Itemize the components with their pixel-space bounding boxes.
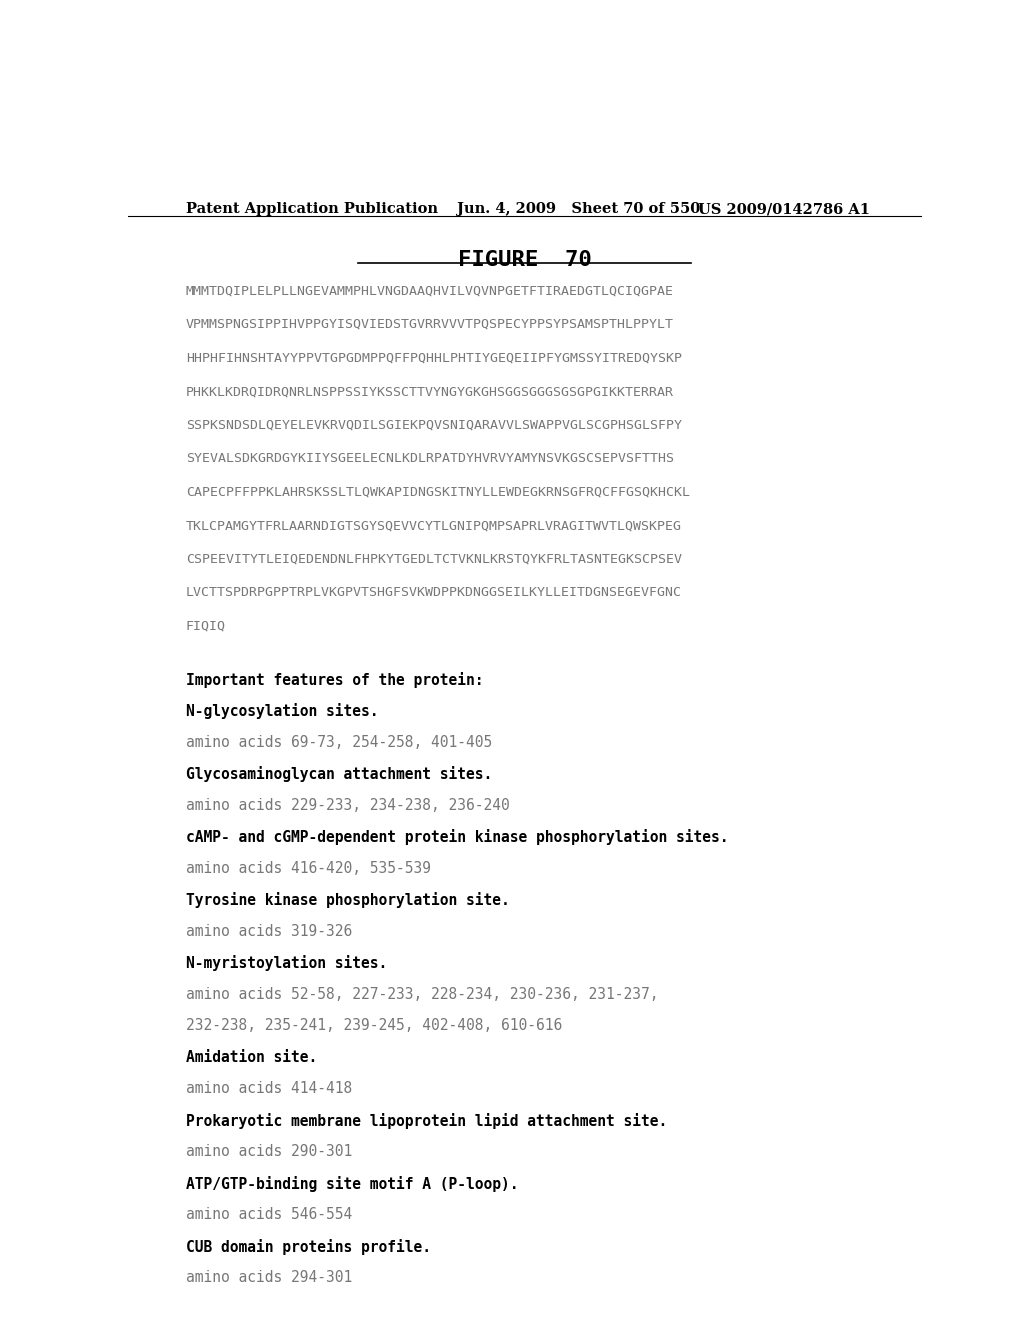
Text: VPMMSPNGSIPPIHVPPGYISQVIEDSTGVRRVVVTPQSPECYPPSYPSAMSPTHLPPYLT: VPMMSPNGSIPPIHVPPGYISQVIEDSTGVRRVVVTPQSP…	[186, 318, 674, 331]
Text: Important features of the protein:: Important features of the protein:	[186, 672, 483, 688]
Text: 232-238, 235-241, 239-245, 402-408, 610-616: 232-238, 235-241, 239-245, 402-408, 610-…	[186, 1018, 562, 1034]
Text: N-myristoylation sites.: N-myristoylation sites.	[186, 956, 387, 972]
Text: LVCTTSPDRPGPPTRPLVKGPVTSHGFSVKWDPPKDNGGSEILKYLLEITDGNSEGEVFGNC: LVCTTSPDRPGPPTRPLVKGPVTSHGFSVKWDPPKDNGGS…	[186, 586, 682, 599]
Text: amino acids 414-418: amino acids 414-418	[186, 1081, 352, 1097]
Text: Tyrosine kinase phosphorylation site.: Tyrosine kinase phosphorylation site.	[186, 892, 510, 908]
Text: FIGURE  70: FIGURE 70	[458, 249, 592, 269]
Text: FIQIQ: FIQIQ	[186, 620, 226, 632]
Text: amino acids 69-73, 254-258, 401-405: amino acids 69-73, 254-258, 401-405	[186, 735, 493, 750]
Text: SYEVALSDKGRDGYKIIYSGEELECNLKDLRPATDYHVRVYAMYNSVKGSCSEPVSFTTHS: SYEVALSDKGRDGYKIIYSGEELECNLKDLRPATDYHVRV…	[186, 453, 674, 465]
Text: TKLCPAMGYTFRLAARNDIGTSGYSQEVVCYTLGNIPQMPSAPRLVRAGITWVTLQWSKPEG: TKLCPAMGYTFRLAARNDIGTSGYSQEVVCYTLGNIPQMP…	[186, 519, 682, 532]
Text: Patent Application Publication: Patent Application Publication	[186, 202, 438, 216]
Text: CUB domain proteins profile.: CUB domain proteins profile.	[186, 1239, 431, 1255]
Text: Jun. 4, 2009   Sheet 70 of 550: Jun. 4, 2009 Sheet 70 of 550	[458, 202, 700, 216]
Text: Glycosaminoglycan attachment sites.: Glycosaminoglycan attachment sites.	[186, 766, 493, 783]
Text: Prokaryotic membrane lipoprotein lipid attachment site.: Prokaryotic membrane lipoprotein lipid a…	[186, 1113, 668, 1129]
Text: PHKKLKDRQIDRQNRLNSPPSSIYKSSCTTVYNGYGKGHSGGSGGGSGSGPGIKKTERRAR: PHKKLKDRQIDRQNRLNSPPSSIYKSSCTTVYNGYGKGHS…	[186, 385, 674, 399]
Text: CAPECPFFPPKLAHRSKSSLTLQWKAPIDNGSKITNYLLEWDEGKRNSGFRQCFFGSQKHCKL: CAPECPFFPPKLAHRSKSSLTLQWKAPIDNGSKITNYLLE…	[186, 486, 690, 499]
Text: ATP/GTP-binding site motif A (P-loop).: ATP/GTP-binding site motif A (P-loop).	[186, 1176, 518, 1192]
Text: amino acids 52-58, 227-233, 228-234, 230-236, 231-237,: amino acids 52-58, 227-233, 228-234, 230…	[186, 987, 658, 1002]
Text: US 2009/0142786 A1: US 2009/0142786 A1	[697, 202, 869, 216]
Text: N-glycosylation sites.: N-glycosylation sites.	[186, 704, 379, 719]
Text: amino acids 294-301: amino acids 294-301	[186, 1270, 352, 1286]
Text: cAMP- and cGMP-dependent protein kinase phosphorylation sites.: cAMP- and cGMP-dependent protein kinase …	[186, 829, 728, 845]
Text: amino acids 290-301: amino acids 290-301	[186, 1144, 352, 1159]
Text: amino acids 319-326: amino acids 319-326	[186, 924, 352, 939]
Text: Amidation site.: Amidation site.	[186, 1049, 317, 1065]
Text: MMMTDQIPLELPLLNGEVAMMPHLVNGDAAQHVILVQVNPGETFTIRAEDGTLQCIQGPAE: MMMTDQIPLELPLLNGEVAMMPHLVNGDAAQHVILVQVNP…	[186, 284, 674, 297]
Text: HHPHFIHNSHTAYYPPVTGPGDMPPQFFPQHHLPHTIYGEQEIIPFYGMSSYITREDQYSKP: HHPHFIHNSHTAYYPPVTGPGDMPPQFFPQHHLPHTIYGE…	[186, 351, 682, 364]
Text: amino acids 416-420, 535-539: amino acids 416-420, 535-539	[186, 861, 431, 875]
Text: amino acids 229-233, 234-238, 236-240: amino acids 229-233, 234-238, 236-240	[186, 797, 510, 813]
Text: amino acids 546-554: amino acids 546-554	[186, 1208, 352, 1222]
Text: CSPEEVITYTLEIQEDENDNLFHPKYTGEDLTCTVKNLKRSTQYKFRLTASNTEGKSCPSEV: CSPEEVITYTLEIQEDENDNLFHPKYTGEDLTCTVKNLKR…	[186, 553, 682, 566]
Text: SSPKSNDSDLQEYELEVKRVQDILSGIEKPQVSNIQARAVVLSWAPPVGLSCGPHSGLSFPY: SSPKSNDSDLQEYELEVKRVQDILSGIEKPQVSNIQARAV…	[186, 418, 682, 432]
